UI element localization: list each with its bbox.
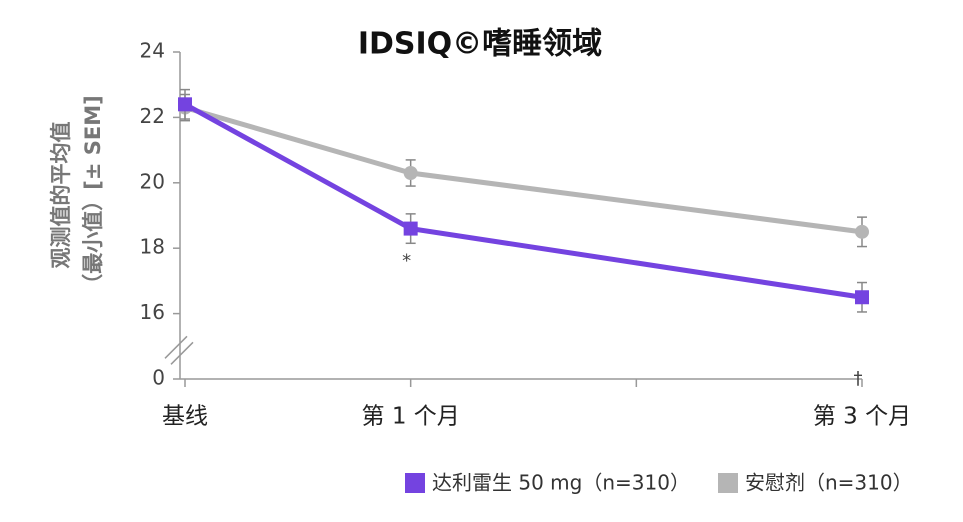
- legend-label: 安慰剂（n=310）: [745, 471, 913, 495]
- series-line: [184, 105, 863, 235]
- y-label-line: （最小值）[± SEM]: [81, 95, 105, 294]
- y-axis-title: 观测值的平均值 （最小值）[± SEM]: [49, 95, 105, 294]
- marker: [855, 224, 869, 239]
- marker: [855, 290, 869, 305]
- series-line: [183, 102, 863, 300]
- marker: [178, 97, 192, 112]
- y-tick-label: 18: [140, 235, 165, 259]
- legend-label: 达利雷生 50 mg（n=310）: [432, 471, 690, 495]
- y-tick-label: 24: [140, 39, 165, 63]
- marker: [403, 165, 418, 180]
- legend-swatch: [718, 473, 738, 493]
- annotation: †: [854, 368, 863, 389]
- axis-break: [164, 335, 188, 359]
- legend-swatch: [405, 473, 425, 493]
- y-label-line: 观测值的平均值: [49, 122, 73, 269]
- marker: [403, 221, 418, 236]
- x-tick-label: 第 1 个月: [362, 404, 460, 430]
- y-tick-label: 16: [140, 300, 165, 324]
- annotation: *: [402, 250, 411, 271]
- axis-break: [170, 341, 194, 365]
- y-tick-label: 22: [140, 104, 165, 128]
- y-tick-label: 20: [140, 169, 165, 193]
- y-tick-label: 0: [152, 366, 165, 390]
- chart-title: IDSIQ©嗜睡领域: [358, 27, 602, 62]
- x-tick-label: 基线: [162, 404, 208, 430]
- x-tick-label: 第 3 个月: [813, 404, 911, 430]
